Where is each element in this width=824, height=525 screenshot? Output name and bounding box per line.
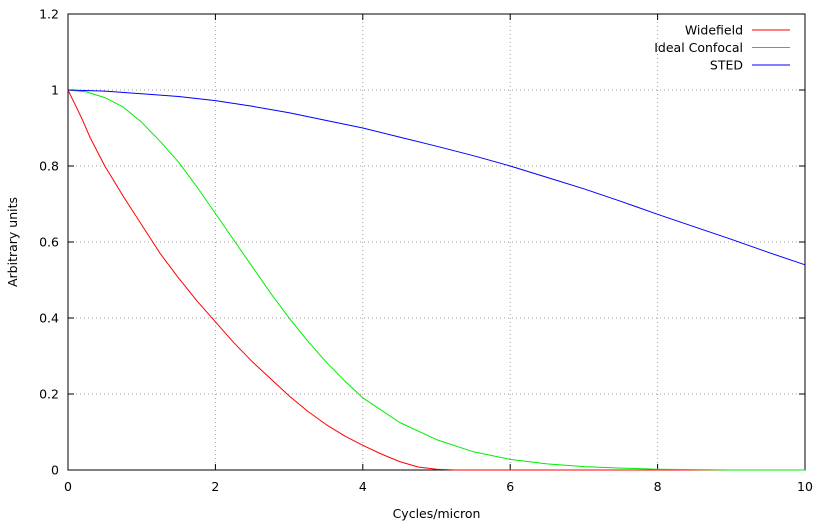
x-tick-label: 10 xyxy=(797,479,813,494)
series-line-widefield xyxy=(67,89,805,471)
legend-label-ideal-confocal: Ideal Confocal xyxy=(654,40,743,55)
x-tick-label: 0 xyxy=(64,479,72,494)
legend: Widefield Ideal Confocal STED xyxy=(654,23,790,73)
series-line-ideal-confocal xyxy=(67,89,805,471)
y-tick-label: 0 xyxy=(51,463,59,478)
axis-ticks: 0 2 4 6 8 10 0 0.2 0.4 0.6 0.8 1 1.2 xyxy=(39,7,813,495)
series-lines xyxy=(67,89,806,471)
y-tick-label: 0.4 xyxy=(39,311,59,326)
x-tick-label: 8 xyxy=(654,479,662,494)
x-tick-label: 2 xyxy=(211,479,219,494)
y-tick-label: 0.6 xyxy=(39,235,59,250)
y-axis-label: Arbitrary units xyxy=(5,197,20,287)
grid-lines xyxy=(68,14,805,470)
x-axis-label: Cycles/micron xyxy=(393,506,481,521)
x-tick-label: 6 xyxy=(506,479,514,494)
x-tick-label: 4 xyxy=(359,479,367,494)
y-tick-label: 0.8 xyxy=(39,159,59,174)
legend-label-sted: STED xyxy=(710,58,743,73)
y-tick-label: 1.2 xyxy=(39,7,59,22)
legend-label-widefield: Widefield xyxy=(685,23,743,38)
y-tick-label: 0.2 xyxy=(39,387,59,402)
series-line-sted xyxy=(67,89,806,266)
y-tick-label: 1 xyxy=(51,83,59,98)
